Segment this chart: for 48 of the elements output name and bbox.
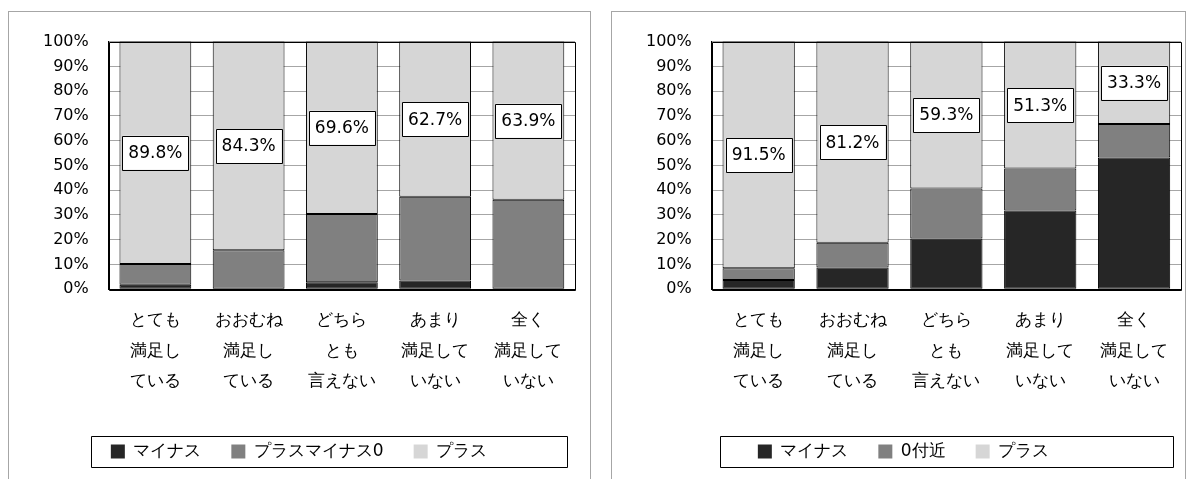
y-tick-label: 100% — [42, 30, 89, 50]
x-tick-label: あまり満足していない — [1006, 308, 1075, 391]
y-tick-label: 20% — [53, 228, 89, 248]
data-label: 81.2% — [825, 131, 880, 152]
y-tick-label: 80% — [53, 80, 89, 100]
y-tick-label: 90% — [53, 55, 89, 75]
x-tick-label: あまり満足していない — [401, 308, 470, 391]
y-tick-label: 10% — [656, 253, 692, 273]
y-tick-label: 0% — [666, 278, 692, 298]
data-label: 51.3% — [1013, 94, 1068, 115]
y-tick-label: 90% — [656, 55, 692, 75]
y-tick-label: 50% — [53, 154, 89, 174]
legend-label: プラス — [436, 439, 488, 460]
y-tick-label: 10% — [53, 253, 89, 273]
data-label: 63.9% — [501, 110, 556, 131]
y-tick-label: 100% — [645, 30, 692, 50]
x-tick-label: どちらとも言えない — [912, 308, 981, 391]
x-tick-label: とても満足している — [733, 308, 785, 391]
data-label: 84.3% — [221, 135, 276, 156]
y-tick-label: 20% — [656, 228, 692, 248]
y-tick-label: 40% — [53, 179, 89, 199]
x-tick-label: 全く満足していない — [1100, 308, 1169, 391]
data-label: 89.8% — [128, 142, 183, 163]
data-label: 69.6% — [314, 117, 369, 138]
y-tick-label: 60% — [53, 129, 89, 149]
legend-label: マイナス — [780, 439, 849, 460]
y-tick-label: 70% — [53, 105, 89, 125]
y-tick-label: 80% — [656, 80, 692, 100]
y-tick-label: 50% — [656, 154, 692, 174]
y-tick-label: 30% — [53, 204, 89, 224]
data-label: 91.5% — [731, 144, 786, 165]
y-tick-label: 0% — [63, 278, 89, 298]
data-label: 62.7% — [408, 108, 463, 129]
legend-label: マイナス — [133, 439, 202, 460]
data-label: 59.3% — [919, 104, 974, 125]
legend-label: 0付近 — [900, 439, 946, 460]
legend-label: プラス — [998, 439, 1050, 460]
y-tick-label: 70% — [656, 105, 692, 125]
y-tick-label: 60% — [656, 129, 692, 149]
y-tick-label: 40% — [656, 179, 692, 199]
x-tick-label: おおむね満足している — [214, 308, 284, 391]
data-label: 33.3% — [1107, 72, 1162, 93]
y-tick-label: 30% — [656, 204, 692, 224]
legend-label: プラスマイナス0 — [253, 439, 384, 460]
x-tick-label: おおむね満足している — [818, 308, 888, 391]
x-tick-label: とても満足している — [129, 308, 181, 391]
x-tick-label: どちらとも言えない — [307, 308, 376, 391]
x-tick-label: 全く満足していない — [494, 308, 563, 391]
